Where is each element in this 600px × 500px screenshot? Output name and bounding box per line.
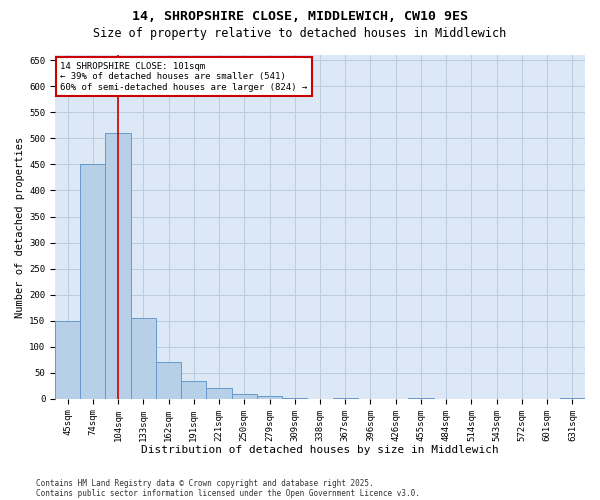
Bar <box>232 394 257 399</box>
Text: 14, SHROPSHIRE CLOSE, MIDDLEWICH, CW10 9ES: 14, SHROPSHIRE CLOSE, MIDDLEWICH, CW10 9… <box>132 10 468 23</box>
Bar <box>409 398 434 399</box>
Text: Size of property relative to detached houses in Middlewich: Size of property relative to detached ho… <box>94 28 506 40</box>
Bar <box>206 388 232 399</box>
Text: 14 SHROPSHIRE CLOSE: 101sqm
← 39% of detached houses are smaller (541)
60% of se: 14 SHROPSHIRE CLOSE: 101sqm ← 39% of det… <box>61 62 308 92</box>
Bar <box>131 318 156 399</box>
Bar <box>560 398 585 399</box>
Text: Contains public sector information licensed under the Open Government Licence v3: Contains public sector information licen… <box>36 488 420 498</box>
Y-axis label: Number of detached properties: Number of detached properties <box>15 136 25 318</box>
Bar <box>181 380 206 399</box>
Bar <box>80 164 106 399</box>
Bar <box>106 133 131 399</box>
Bar <box>257 396 282 399</box>
Text: Contains HM Land Registry data © Crown copyright and database right 2025.: Contains HM Land Registry data © Crown c… <box>36 478 374 488</box>
X-axis label: Distribution of detached houses by size in Middlewich: Distribution of detached houses by size … <box>141 445 499 455</box>
Bar <box>282 398 307 399</box>
Bar <box>332 398 358 399</box>
Bar <box>55 320 80 399</box>
Bar <box>156 362 181 399</box>
